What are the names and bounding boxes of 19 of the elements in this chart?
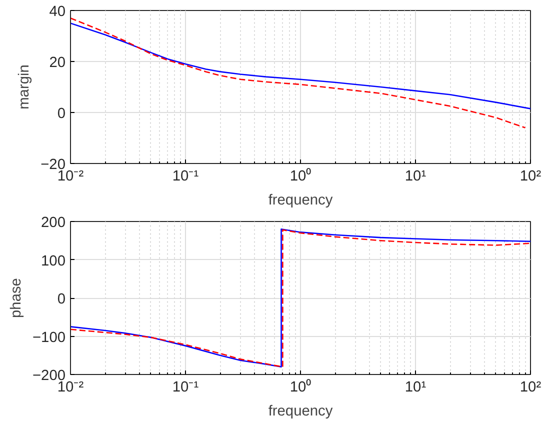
x-tick-label: 10¹ (404, 380, 426, 396)
y-axis-title: margin (16, 64, 33, 110)
x-tick-label: 10¹ (404, 168, 426, 184)
y-tick-label: 200 (41, 215, 66, 231)
y-axis-title: phase (8, 278, 24, 318)
y-tick-label: 20 (49, 55, 66, 71)
y-tick-label: 0 (57, 292, 66, 308)
x-tick-label: 10⁰ (290, 168, 312, 184)
x-tick-label: 10² (520, 380, 542, 396)
y-tick-label: 100 (41, 253, 66, 270)
y-tick-label: 0 (57, 106, 66, 122)
x-tick-label: 10² (520, 168, 542, 184)
x-tick-label: 10⁰ (290, 378, 312, 396)
x-tick-label: 10⁻¹ (172, 168, 199, 184)
x-axis-title: frequency (268, 192, 334, 208)
y-tick-label: 40 (49, 4, 66, 20)
x-axis-title: frequency (268, 404, 334, 420)
y-tick-label: −100 (32, 330, 66, 346)
x-tick-label: 10⁻¹ (172, 380, 199, 396)
